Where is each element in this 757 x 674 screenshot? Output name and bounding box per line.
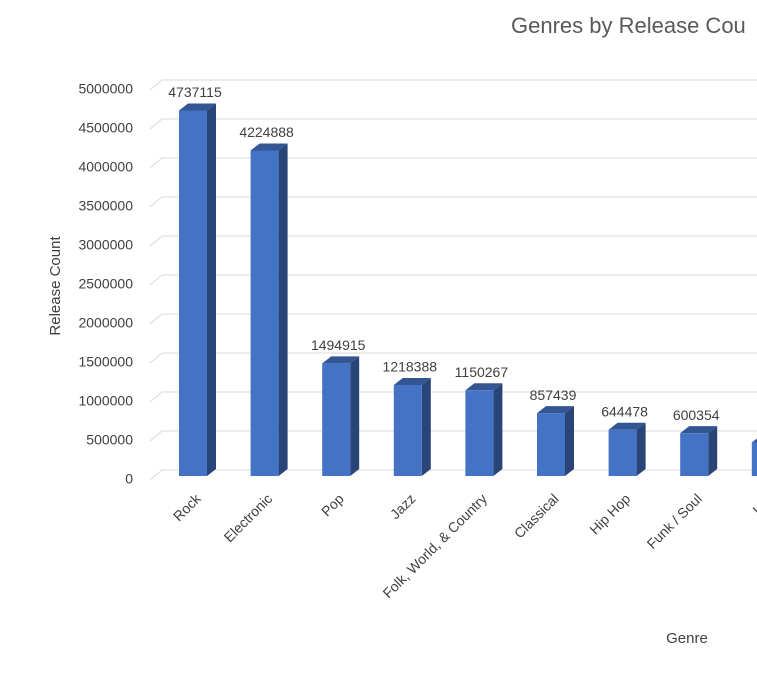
grid-line	[149, 430, 163, 442]
y-tick-label: 1500000	[78, 354, 133, 370]
grid-line	[149, 79, 163, 91]
bar	[393, 384, 422, 476]
bar	[322, 363, 351, 476]
grid-line	[149, 274, 163, 286]
bar-top	[322, 356, 360, 364]
x-tick-label: Pop	[318, 490, 347, 519]
data-label: 1218388	[383, 359, 438, 375]
grid-line	[149, 235, 163, 247]
grid-line	[149, 118, 163, 130]
data-label: 4737115	[168, 84, 222, 100]
grid-line	[149, 313, 163, 325]
y-axis-title: Release Count	[47, 236, 64, 336]
grid-line	[149, 352, 163, 364]
data-label: 1494915	[311, 337, 366, 353]
x-tick-label: Classical	[511, 490, 562, 541]
bar-top	[179, 103, 216, 111]
bar-top	[608, 422, 646, 430]
bar-top	[250, 143, 288, 151]
bar	[250, 150, 279, 476]
bar-side	[565, 406, 574, 476]
chart-title: Genres by Release Cou	[511, 13, 746, 38]
bar	[680, 433, 709, 476]
data-label: 4224888	[239, 124, 294, 140]
bar	[465, 390, 494, 476]
bar-top	[393, 377, 431, 385]
bar-side	[207, 103, 216, 476]
grid-line	[149, 196, 163, 208]
y-tick-label: 2500000	[78, 276, 133, 292]
y-tick-label: 5000000	[78, 81, 133, 97]
x-tick-label: Lati	[749, 490, 757, 517]
bar	[537, 413, 565, 476]
x-tick-label: Funk / Soul	[644, 490, 705, 551]
bar-top	[680, 426, 718, 434]
grid-line	[149, 391, 163, 403]
x-axis-title: Genre	[666, 630, 708, 647]
y-tick-label: 3500000	[78, 198, 133, 214]
bar	[179, 110, 207, 476]
bar-side	[350, 356, 360, 476]
bar-side	[493, 383, 503, 476]
y-tick-label: 2000000	[78, 315, 133, 331]
x-tick-label: Electronic	[221, 490, 276, 545]
data-label: 857439	[530, 387, 577, 403]
x-tick-label: Rock	[170, 490, 205, 525]
y-tick-label: 4000000	[78, 159, 133, 175]
bar-side	[421, 377, 431, 476]
data-label: 600354	[673, 407, 720, 423]
bar-top	[537, 406, 574, 414]
grid-line	[149, 469, 163, 481]
bar-top	[751, 438, 757, 443]
data-label: 644478	[601, 403, 648, 419]
x-tick-label: Hip Hop	[586, 490, 633, 537]
bar	[751, 442, 757, 476]
y-tick-label: 4500000	[78, 120, 133, 136]
y-tick-label: 0	[125, 471, 133, 487]
data-label: 1150267	[455, 364, 509, 380]
y-tick-label: 1000000	[78, 393, 133, 409]
bar-side	[636, 422, 646, 476]
y-tick-label: 500000	[86, 432, 133, 448]
x-tick-label: Jazz	[387, 490, 419, 522]
y-tick-label: 3000000	[78, 237, 133, 253]
bar	[608, 429, 637, 476]
bar-top	[465, 383, 503, 391]
bar-side	[708, 426, 718, 476]
bar-side	[278, 143, 288, 476]
grid-line	[149, 157, 163, 169]
